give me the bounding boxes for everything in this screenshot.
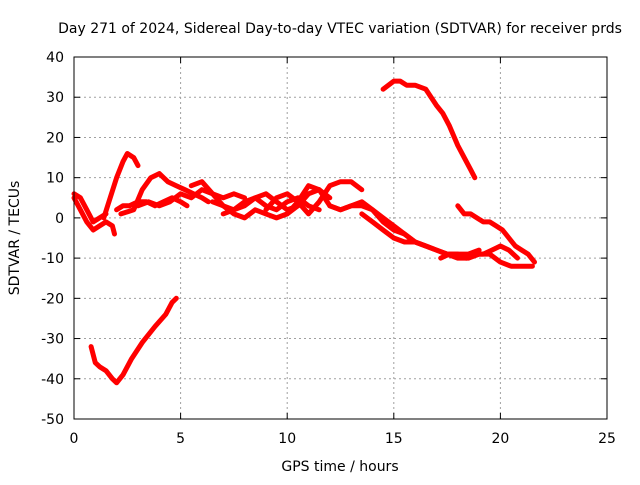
y-tick-label: 0 (55, 211, 64, 227)
y-tick-label: 20 (46, 130, 64, 146)
series-line-arc-7 (135, 187, 248, 209)
y-tick-label: 40 (46, 50, 64, 66)
x-tick-label: 25 (598, 431, 616, 447)
y-tick-label: 10 (46, 171, 64, 187)
y-tick-label: -40 (41, 372, 64, 388)
series-line-arc-8 (188, 179, 301, 221)
series-line-arc-11 (263, 179, 365, 217)
y-tick-label: -20 (41, 291, 64, 307)
x-tick-label: 5 (176, 431, 185, 447)
series-line-arc-3 (101, 151, 141, 221)
plot-frame (73, 56, 608, 420)
series-line-arc-17 (438, 243, 520, 261)
x-tick-label: 20 (491, 431, 509, 447)
series-line-arc-2 (88, 295, 179, 386)
series-line-arc-1 (71, 195, 117, 237)
y-tick-label: -30 (41, 332, 64, 348)
label-layer: 0 5 10 15 20 25 -50 -40 -30 -20 -10 0 10 20 30 40 (41, 50, 616, 447)
series-line-arc-15 (380, 78, 478, 181)
y-tick-label: -10 (41, 251, 64, 267)
x-tick-label: 15 (385, 431, 403, 447)
x-axis-label: GPS time / hours (281, 459, 398, 475)
tick-layer (73, 56, 608, 420)
x-tick-label: 0 (70, 431, 79, 447)
chart-title: Day 271 of 2024, Sidereal Day-to-day VTE… (58, 21, 622, 37)
series-line-arc-4 (71, 191, 109, 225)
grid-layer (74, 57, 607, 419)
y-axis-label: SDTVAR / TECUs (7, 181, 23, 296)
y-tick-label: -50 (41, 412, 64, 428)
series-line-arc-16 (455, 203, 537, 265)
y-tick-label: 30 (46, 90, 64, 106)
data-layer (71, 78, 537, 386)
series-line-arc-10 (220, 187, 333, 217)
series-line-arc-13 (327, 199, 482, 257)
x-tick-label: 10 (278, 431, 296, 447)
